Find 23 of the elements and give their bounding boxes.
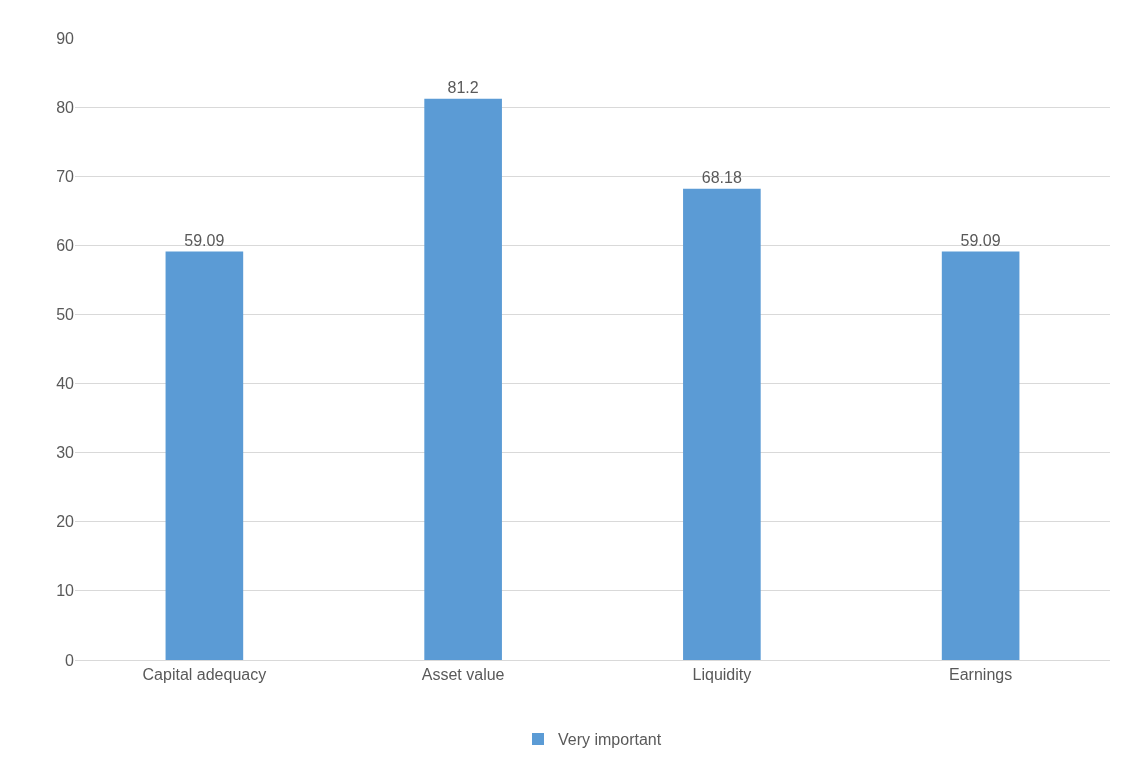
legend-label: Very important	[558, 731, 662, 749]
x-tick-label: Capital adequacy	[142, 666, 267, 684]
data-label: 59.09	[960, 231, 1001, 249]
y-tick-label: 40	[56, 375, 75, 393]
bar	[941, 251, 1020, 660]
bar	[165, 251, 244, 660]
y-tick-label: 90	[56, 29, 75, 47]
bar	[683, 188, 761, 660]
x-tick-label: Asset value	[421, 666, 505, 684]
y-tick-label: 80	[56, 98, 75, 116]
data-label: 81.2	[447, 78, 479, 96]
x-tick-label: Liquidity	[692, 666, 752, 684]
y-tick-label: 50	[56, 306, 75, 324]
y-tick-label: 70	[56, 167, 75, 185]
y-tick-label: 20	[56, 513, 75, 531]
bar	[424, 98, 502, 660]
y-tick-label: 0	[65, 651, 75, 669]
data-label: 68.18	[701, 168, 742, 186]
x-tick-label: Earnings	[949, 666, 1013, 684]
y-tick-label: 60	[56, 236, 75, 254]
y-tick-label: 30	[56, 444, 75, 462]
data-label: 59.09	[184, 231, 225, 249]
y-tick-label: 10	[56, 582, 75, 600]
